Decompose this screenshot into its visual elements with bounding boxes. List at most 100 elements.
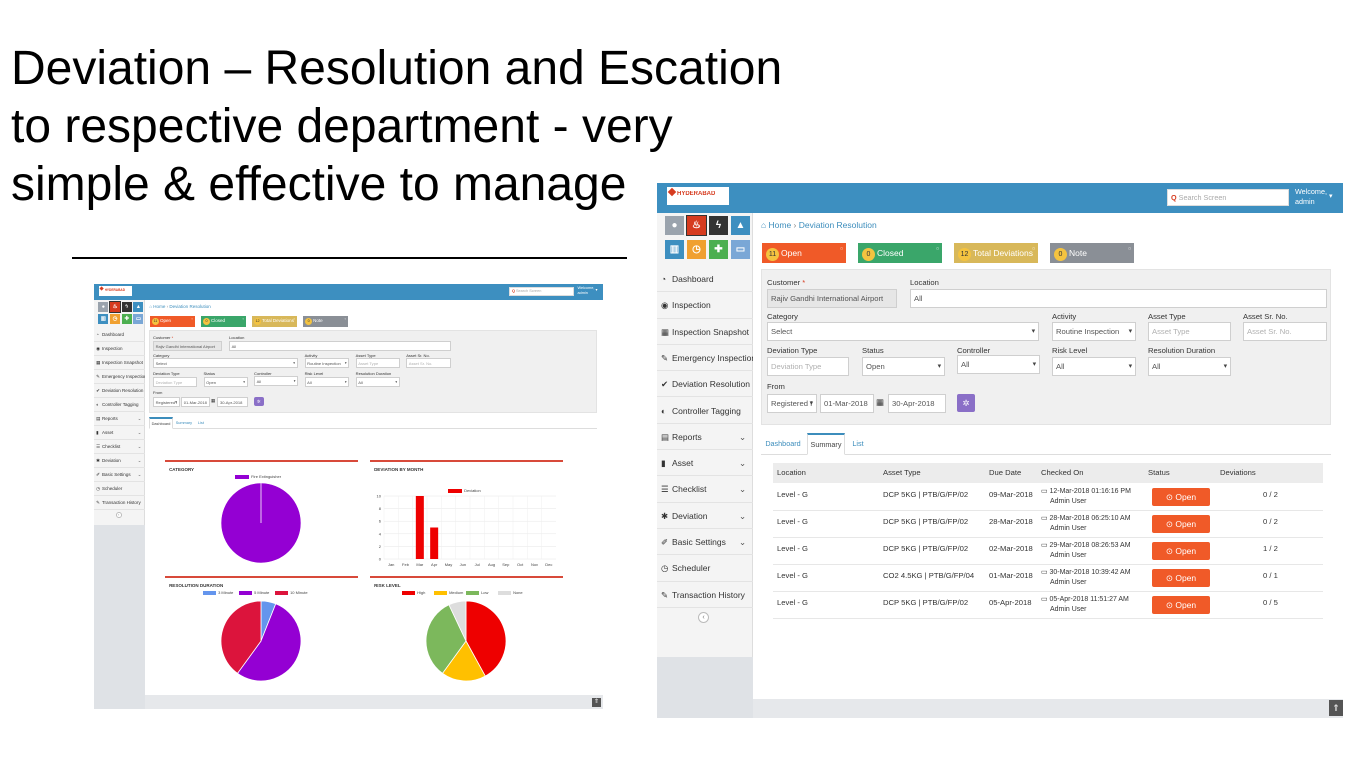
laptop-icon[interactable]: ▭ [133,314,144,325]
customer-field[interactable]: Rajiv Gandhi International Airport [767,289,897,308]
deviation-type-input[interactable]: Deviation Type [152,377,197,388]
sidebar-item-deviation[interactable]: ✱ Deviation ⌄ [657,503,753,529]
table-row[interactable]: Level - G DCP 5KG | PTB/G/FP/02 02-Mar-201… [773,538,1323,565]
clock-icon[interactable]: ◷ [109,314,121,325]
open-status-button[interactable]: ⊙ Open [1152,488,1210,506]
open-status-button[interactable]: ⊙ Open [1152,596,1210,614]
tab-dashboard[interactable]: Dashboard [765,439,801,448]
building-icon[interactable]: ▥ [98,314,109,325]
tab-list[interactable]: List [852,439,864,448]
stat-box-open[interactable]: 11 Open ▫ [762,243,846,263]
search-input[interactable]: Q Search Screen [509,287,575,297]
user-menu[interactable]: Welcome, admin ▾ [1295,187,1333,207]
resolution-duration-select[interactable]: All ▾ [355,377,400,388]
from-date-input[interactable]: 01-Mar-2018 [820,394,874,413]
sidebar-item-deviation-resolution[interactable]: ✔ Deviation Resolution [657,371,753,398]
open-status-button[interactable]: ⊙ Open [1152,569,1210,587]
controller-select[interactable]: All ▾ [957,355,1040,374]
sidebar-collapse-button[interactable]: ‹ [698,611,709,623]
sidebar-item-controller-tagging[interactable]: ◐ Controller Tagging [94,398,146,413]
status-select[interactable]: Open ▾ [203,377,248,388]
stat-box-note[interactable]: 0 Note ▫ [1050,243,1134,263]
sidebar-item-transaction-history[interactable]: ✎ Transaction History [94,496,146,511]
sidebar-item-dashboard[interactable]: ◔ Dashboard [657,266,753,293]
sidebar-item-inspection[interactable]: ◉ Inspection [94,342,146,357]
sidebar-item-scheduler[interactable]: ◷ Scheduler [94,482,146,497]
tab-list[interactable]: List [197,420,204,425]
from-type-select[interactable]: Registered I ▾ [767,394,817,413]
asset-sr-input[interactable]: Asset Sr. No. [406,358,451,369]
sidebar-item-scheduler[interactable]: ◷ Scheduler [657,555,753,582]
sidebar-item-deviation[interactable]: ✱ Deviation ⌄ [94,454,146,469]
activity-select[interactable]: Routine Inspection ▾ [304,358,350,369]
warning-icon[interactable]: ▲ [731,216,750,235]
status-select[interactable]: Open ▾ [862,357,945,376]
from-date-input[interactable]: 01-Mar-2018 [181,396,210,407]
resolution-duration-select[interactable]: All ▾ [1148,357,1231,376]
calendar-icon[interactable]: ▦ [876,397,885,407]
stat-box-note[interactable]: 0 Note ▫ [303,315,348,327]
tab-dashboard[interactable]: Dashboard [149,416,173,429]
open-status-button[interactable]: ⊙ Open [1152,515,1210,533]
to-date-input[interactable]: 30-Apr-2018 [217,396,249,407]
search-input[interactable]: Q Search Screen [1167,189,1289,206]
clock-icon[interactable]: ◷ [687,240,706,259]
sidebar-item-reports[interactable]: ▤ Reports ⌄ [94,412,146,427]
ambulance-icon[interactable]: ✚ [121,314,132,325]
category-select[interactable]: Select ▾ [767,322,1039,341]
sidebar-item-basic-settings[interactable]: ✐ Basic Settings ⌄ [94,468,146,483]
building-icon[interactable]: ▥ [665,240,684,259]
user-menu[interactable]: Welcome, admin ▾ [577,286,597,297]
sidebar-item-inspection-snapshot[interactable]: ▦ Inspection Snapshot [657,319,753,345]
risk-level-select[interactable]: All ▾ [304,377,350,388]
table-row[interactable]: Level - G DCP 5KG | PTB/G/FP/02 09-Mar-201… [773,484,1323,511]
sidebar-item-deviation-resolution[interactable]: ✔ Deviation Resolution [94,384,146,399]
from-type-select[interactable]: Registered I ▾ [152,396,180,407]
stat-box-closed[interactable]: 0 Closed ▫ [200,315,246,327]
sidebar-item-checklist[interactable]: ☰ Checklist ⌄ [94,440,146,455]
stat-box-total-deviations[interactable]: 12 Total Deviations ▫ [251,315,297,327]
sidebar-item-emergency-inspection[interactable]: ✎ Emergency Inspection [657,345,753,372]
bolt-icon[interactable]: ϟ [121,301,132,312]
to-date-input[interactable]: 30-Apr-2018 [888,394,946,413]
tab-summary[interactable]: Summary [175,420,193,425]
controller-select[interactable]: All ▾ [254,375,299,387]
sidebar-item-asset[interactable]: ▮ Asset ⌄ [94,426,146,441]
sidebar-item-emergency-inspection[interactable]: ✎ Emergency Inspection [94,370,146,385]
risk-level-select[interactable]: All ▾ [1052,357,1136,376]
category-select[interactable]: Select ▾ [152,358,298,369]
info-circle-icon[interactable]: ● [98,301,109,312]
asset-sr-input[interactable]: Asset Sr. No. [1243,322,1327,341]
asset-type-input[interactable]: Asset Type [1148,322,1231,341]
info-circle-icon[interactable]: ● [665,216,684,235]
calendar-icon[interactable]: ▦ [210,398,216,404]
asset-type-input[interactable]: Asset Type [355,358,400,369]
tab-summary[interactable]: Summary [807,433,845,455]
sidebar-item-basic-settings[interactable]: ✐ Basic Settings ⌄ [657,529,753,556]
home-icon[interactable]: ⌂ [149,303,154,309]
sidebar-collapse-button[interactable]: ‹ [115,512,122,518]
search-button[interactable]: ✲ [254,396,264,407]
stat-box-open[interactable]: 11 Open ▫ [149,315,195,327]
table-row[interactable]: Level - G DCP 5KG | PTB/G/FP/02 28-Mar-201… [773,511,1323,538]
sidebar-item-dashboard[interactable]: ◔ Dashboard [94,328,146,343]
location-select[interactable]: All [229,340,451,351]
deviation-type-input[interactable]: Deviation Type [767,357,849,376]
sidebar-item-transaction-history[interactable]: ✎ Transaction History [657,582,753,608]
location-select[interactable]: All [910,289,1327,308]
fire-icon[interactable]: ♨ [108,300,122,313]
sidebar-item-inspection-snapshot[interactable]: ▦ Inspection Snapshot [94,356,146,371]
sidebar-item-checklist[interactable]: ☰ Checklist ⌄ [657,476,753,503]
home-icon[interactable]: ⌂ [761,220,769,230]
customer-field[interactable]: Rajiv Gandhi International Airport [152,340,223,351]
breadcrumb-home[interactable]: Home [768,220,792,230]
stat-box-total-deviations[interactable]: 12 Total Deviations ▫ [954,243,1038,263]
laptop-icon[interactable]: ▭ [731,240,750,259]
activity-select[interactable]: Routine Inspection ▾ [1052,322,1136,341]
search-button[interactable]: ✲ [957,394,975,412]
scroll-top-button[interactable]: ⇑ [592,698,601,707]
sidebar-item-reports[interactable]: ▤ Reports ⌄ [657,424,753,451]
breadcrumb-home[interactable]: Home [153,303,166,309]
table-row[interactable]: Level - G DCP 5KG | PTB/G/FP/02 05-Apr-201… [773,592,1323,619]
warning-icon[interactable]: ▲ [133,301,144,312]
